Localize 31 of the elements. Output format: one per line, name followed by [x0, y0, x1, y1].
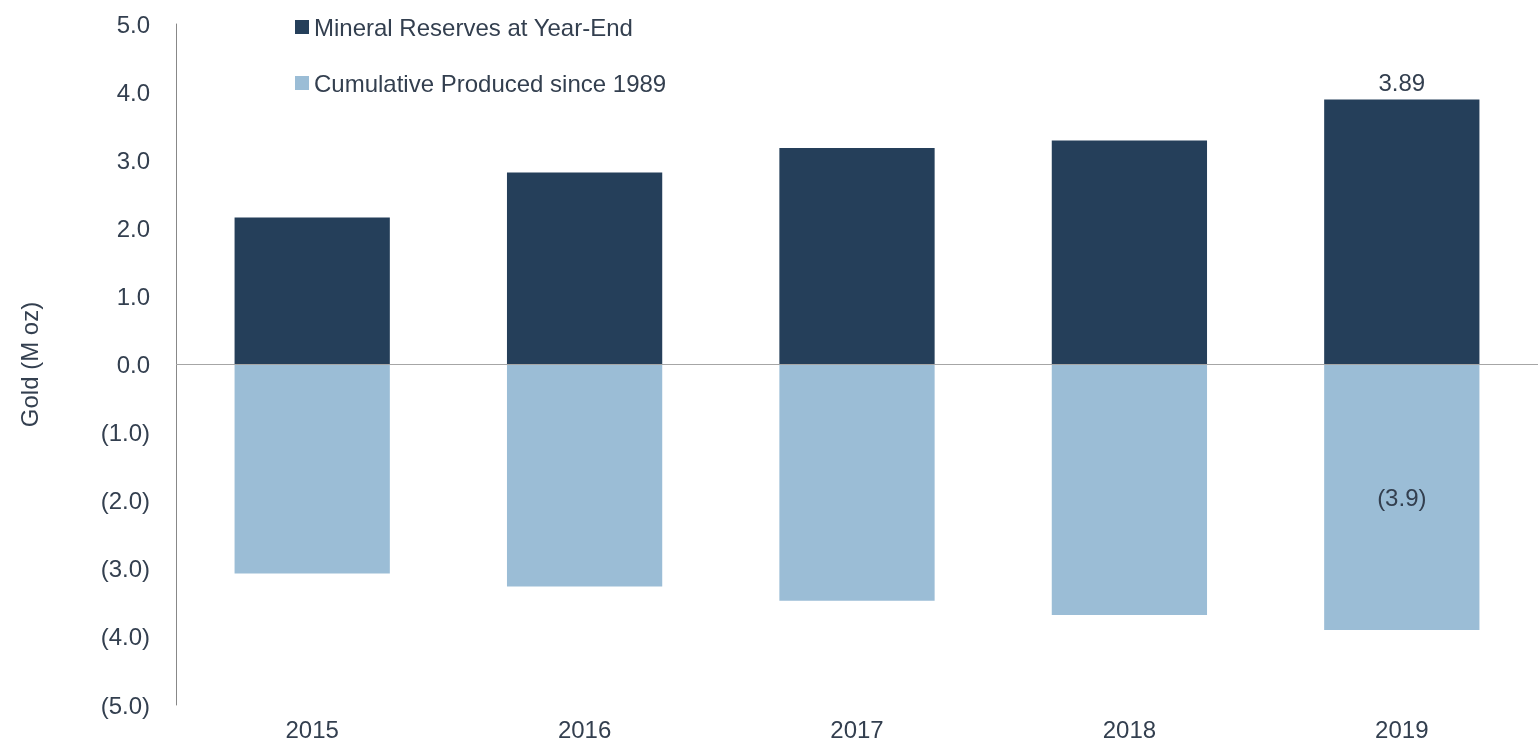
bar	[234, 217, 390, 365]
x-tick-label: 2019	[1375, 715, 1429, 743]
bar	[779, 147, 935, 365]
y-tick-label: 1.0	[116, 282, 150, 310]
data-label: 3.89	[1378, 69, 1426, 97]
y-tick-label: 4.0	[116, 78, 150, 106]
legend-label: Mineral Reserves at Year-End	[314, 13, 633, 41]
y-tick-label: 0.0	[116, 351, 150, 378]
bar	[1324, 99, 1480, 365]
x-tick-label: 2016	[557, 715, 612, 743]
bar	[779, 364, 935, 601]
y-tick-label: (5.0)	[100, 691, 150, 719]
y-tick-label: 3.0	[116, 146, 150, 174]
y-tick-label: (2.0)	[100, 487, 150, 515]
x-tick-label: 2018	[1102, 715, 1157, 743]
bar	[506, 364, 663, 587]
bar	[506, 172, 663, 365]
y-tick-label: (3.0)	[100, 555, 150, 583]
x-tick-label: 2015	[285, 715, 339, 743]
y-axis-title: Gold (M oz)	[15, 301, 43, 428]
x-tick-label: 2017	[830, 715, 884, 743]
y-tick-label: 5.0	[116, 10, 150, 38]
legend-label: Cumulative Produced since 1989	[314, 69, 667, 97]
y-tick-label: 2.0	[116, 214, 150, 242]
bar	[1051, 364, 1208, 616]
bar	[234, 364, 390, 574]
y-tick-label: (4.0)	[100, 623, 150, 651]
bar	[1324, 364, 1480, 631]
bar	[1051, 140, 1208, 365]
y-tick-label: (1.0)	[100, 419, 150, 447]
data-label: (3.9)	[1377, 483, 1427, 511]
